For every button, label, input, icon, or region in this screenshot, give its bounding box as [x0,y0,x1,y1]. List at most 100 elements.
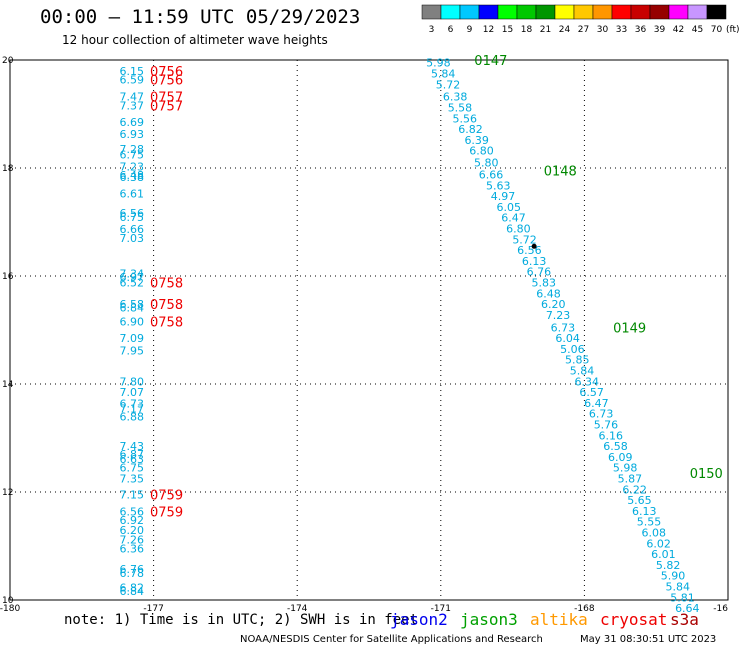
swh-value: 7.80 [120,375,145,388]
swh-value: 6.20 [541,298,566,311]
axis-labels: -180 -177 -174 -171 -168 -16 10 12 14 16 18 20 [0,56,728,614]
swh-value: 6.38 [120,171,145,184]
swh-value: 6.09 [608,451,633,464]
swh-value: 6.38 [443,91,468,104]
swh-value: 6.59 [120,73,145,86]
swh-value: 6.84 [120,585,145,598]
colorbar-unit: (ft) [726,25,740,35]
swh-value: 5.82 [656,559,681,572]
colorbar-legend: 3 6 9 12 15 18 21 24 27 30 33 36 39 42 45 70 (ft) [421,4,740,35]
time-label: 0756 [150,73,183,88]
swh-value: 6.05 [497,201,522,214]
colorbar-label: 42 [673,25,684,35]
colorbar-label: 12 [483,25,494,35]
x-tick-label: -177 [143,604,163,614]
x-tick-label: -171 [431,604,451,614]
swh-value: 6.63 [120,453,145,466]
time-label: 0148 [544,165,577,180]
satellite-legend-s3a: s3a [670,610,699,629]
y-tick-label: 18 [2,164,14,174]
swh-value: 6.58 [120,298,145,311]
swh-value: 6.66 [479,168,504,181]
x-tick-label: -174 [287,604,308,614]
colorbar-label: 3 [429,25,435,35]
colorbar-label: 36 [635,25,647,35]
time-label: 0756 [150,65,183,80]
swh-value: 6.97 [120,271,145,284]
colorbar-swatch [421,4,442,20]
swh-value: 6.36 [120,543,145,556]
swh-value: 7.95 [120,345,145,358]
swh-value: 6.15 [120,65,145,78]
y-tick-label: 16 [2,272,14,282]
swh-value: 6.69 [120,116,145,129]
swh-value: 6.78 [120,567,145,580]
swh-value: 5.72 [436,78,461,91]
time-label: 0758 [150,298,183,313]
swh-value: 5.06 [560,343,585,356]
colorbar-label: 18 [521,25,533,35]
swh-value: 6.75 [120,211,145,224]
colorbar-swatch [630,4,651,20]
swh-value: 6.82 [120,582,145,595]
swh-value: 6.92 [120,514,145,527]
time-label: 0758 [150,276,183,291]
colorbar-swatch [497,4,518,20]
swh-value: 7.23 [546,309,571,322]
swh-value: 7.47 [120,91,145,104]
swh-value: 5.81 [670,591,695,604]
swh-value: 6.20 [120,524,145,537]
satellite-legend-jason3: jason3 [460,610,518,629]
swh-value: 6.76 [527,266,552,279]
swh-value: 7.03 [120,232,145,245]
time-label: 0757 [150,91,183,106]
colorbar-swatch [478,4,499,20]
colorbar-swatch [687,4,708,20]
swh-value: 6.01 [651,548,676,561]
swh-value: 7.43 [120,440,145,453]
colorbar-swatch [706,4,727,20]
swh-value: 6.34 [575,375,600,388]
swh-value: 5.58 [448,102,473,115]
plot-frame [9,59,729,601]
swh-value: 5.87 [618,473,643,486]
swh-value: 6.73 [551,321,576,334]
swh-value: 6.13 [522,255,547,268]
colorbar-label: 30 [597,25,609,35]
colorbar-label: 33 [616,25,627,35]
x-tick-label: -16 [713,604,728,614]
swh-value: 6.22 [622,483,647,496]
colorbar-swatch [440,4,461,20]
grid-lines [10,60,728,600]
time-label: 0759 [150,505,183,520]
swh-value: 6.02 [646,537,671,550]
cryosat-track: 6.156.597.477.376.696.937.286.757.236.48… [120,65,184,598]
credit-text: NOAA/NESDIS Center for Satellite Applica… [240,634,543,645]
swh-value: 6.82 [458,123,483,136]
colorbar-swatch [554,4,575,20]
x-tick-label: -168 [574,604,595,614]
satellite-legend-cryosat: cryosat [600,610,668,629]
y-tick-label: 14 [2,380,14,390]
colorbar-swatch [535,4,556,20]
footnote: note: 1) Time is in UTC; 2) SWH is in fe… [64,612,419,628]
colorbar-label: 45 [692,25,703,35]
colorbar-swatch [592,4,613,20]
swh-value: 6.66 [120,223,145,236]
swh-value: 6.75 [120,149,145,162]
swh-value: 6.64 [675,602,700,615]
swh-value: 6.04 [555,332,580,345]
time-label: 0759 [150,489,183,504]
chart-subtitle: 12 hour collection of altimeter wave hei… [62,33,328,47]
generated-timestamp: May 31 08:30:51 UTC 2023 [580,634,717,645]
swh-value: 5.83 [531,276,556,289]
swh-value: 6.61 [120,187,145,200]
swh-value: 7.37 [120,99,145,112]
swh-value: 7.34 [120,267,145,280]
colorbar-swatch [573,4,594,20]
swh-value: 6.93 [120,128,145,141]
colorbar-swatch [649,4,670,20]
colorbar-swatch [459,4,480,20]
colorbar-label: 39 [654,25,666,35]
swh-value: 5.85 [565,354,590,367]
